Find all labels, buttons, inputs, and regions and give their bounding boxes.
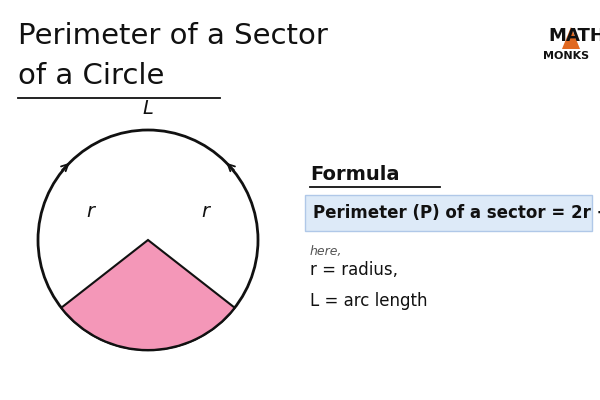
Text: of a Circle: of a Circle — [18, 62, 164, 90]
Text: L: L — [143, 98, 154, 118]
Text: r: r — [202, 202, 209, 221]
Text: MONKS: MONKS — [543, 51, 589, 61]
Polygon shape — [562, 27, 580, 49]
Text: M: M — [548, 27, 566, 45]
Text: r: r — [86, 202, 95, 221]
Wedge shape — [61, 240, 235, 350]
Text: here,: here, — [310, 245, 343, 258]
Text: Perimeter (P) of a sector = 2r + L: Perimeter (P) of a sector = 2r + L — [313, 204, 600, 222]
FancyBboxPatch shape — [305, 195, 592, 231]
Text: Formula: Formula — [310, 165, 400, 184]
Text: r = radius,
L = arc length: r = radius, L = arc length — [310, 261, 427, 310]
Text: Perimeter of a Sector: Perimeter of a Sector — [18, 22, 328, 50]
Text: ATH: ATH — [566, 27, 600, 45]
